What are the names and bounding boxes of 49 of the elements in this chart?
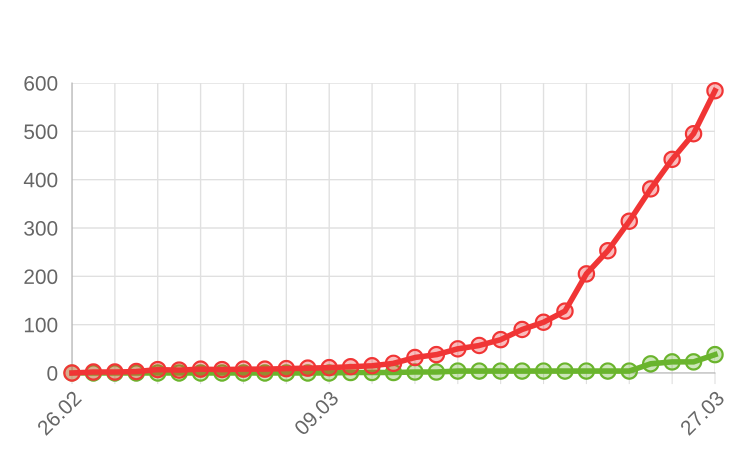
- point: [342, 358, 360, 376]
- y-tick-label: 200: [24, 269, 58, 284]
- point: [492, 330, 510, 348]
- y-tick-label: 0: [47, 366, 58, 381]
- point: [234, 360, 252, 378]
- y-tick-label: 400: [24, 172, 58, 188]
- point: [406, 348, 424, 366]
- point: [170, 361, 188, 379]
- point: [599, 242, 617, 260]
- point: [642, 180, 660, 198]
- point: [299, 359, 317, 377]
- point: [684, 125, 702, 142]
- point: [663, 353, 681, 371]
- point: [556, 302, 574, 320]
- point: [256, 360, 274, 378]
- point: [192, 360, 210, 378]
- point: [449, 340, 467, 358]
- point: [384, 354, 402, 372]
- point: [556, 362, 574, 380]
- point: [449, 362, 467, 380]
- point: [278, 360, 296, 378]
- point: [492, 362, 510, 380]
- point: [470, 362, 488, 380]
- y-tick-label: 100: [24, 318, 58, 332]
- point: [620, 212, 638, 230]
- point: [684, 353, 702, 371]
- y-tick-label: 500: [24, 124, 58, 140]
- point: [406, 363, 424, 381]
- point: [534, 314, 552, 331]
- point: [470, 336, 488, 354]
- point: [148, 360, 166, 378]
- point: [513, 362, 531, 380]
- point: [428, 346, 446, 364]
- point: [599, 362, 617, 380]
- point: [513, 320, 531, 338]
- point: [706, 346, 724, 364]
- point: [642, 355, 660, 373]
- point: [213, 360, 231, 378]
- point: [363, 357, 381, 374]
- y-tick-label: 600: [24, 76, 58, 91]
- point: [620, 362, 638, 380]
- point: [320, 358, 338, 376]
- point: [578, 362, 596, 380]
- point: [578, 265, 596, 283]
- point: [428, 363, 446, 381]
- y-tick-label: 300: [24, 221, 58, 236]
- point: [534, 362, 552, 380]
- point: [663, 150, 681, 168]
- point: [706, 82, 724, 100]
